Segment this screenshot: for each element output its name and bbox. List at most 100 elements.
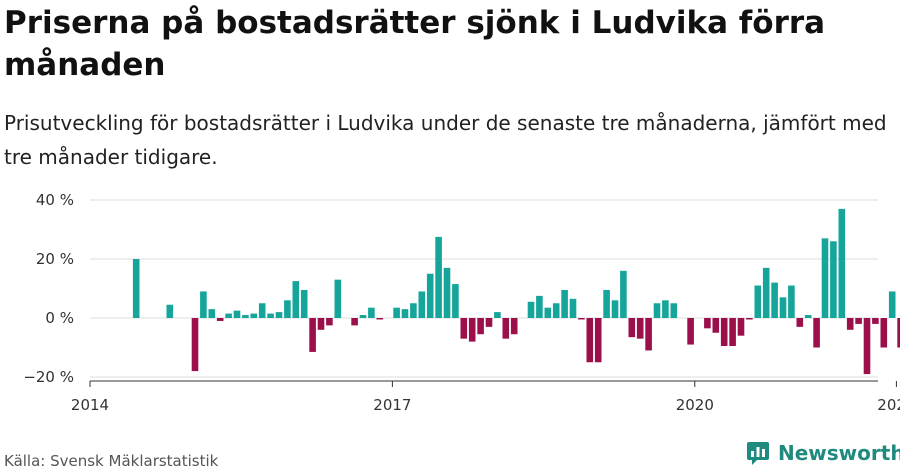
bar [645,318,652,351]
brand-name: Newsworthy [778,441,900,465]
bar [578,318,585,320]
bar [208,309,216,318]
bar [586,318,594,363]
bar [746,318,753,320]
bar [359,315,367,318]
bar [468,318,476,342]
bar-chart: −20 %0 %20 %40 %2014201720202022−5 % [23,191,900,414]
bar [284,300,291,318]
bar [166,304,174,318]
bar [527,301,535,318]
bar [796,318,804,327]
bar [821,238,829,318]
bar [754,285,762,318]
bar [443,267,451,318]
bar [452,284,459,318]
bar [426,273,434,318]
bar [653,303,661,318]
bar [510,318,518,335]
bar [888,291,896,318]
bar [561,289,568,318]
bar [250,313,258,318]
bar [712,318,720,333]
y-tick-label: 0 % [45,309,74,327]
bar [258,303,266,318]
bar [292,281,300,318]
bar [300,289,308,318]
bar [846,318,854,330]
bar [603,289,610,318]
bar [225,313,232,318]
bar [830,241,837,318]
bar [233,310,241,318]
bar [393,307,400,318]
y-tick-label: 40 % [36,191,74,209]
bar [477,318,484,335]
bar [804,315,812,318]
bar [813,318,820,348]
bar [191,318,199,372]
bar [771,282,778,318]
bar [687,318,694,345]
bar [326,318,333,326]
source-note: Källa: Svensk Mäklarstatistik [4,452,219,470]
bar [216,318,224,321]
bar [628,318,636,338]
bars [132,208,900,375]
bar [620,270,627,318]
x-tick-label: 2014 [71,396,109,414]
bar [460,318,468,339]
bar [788,285,795,318]
chart-title: Priserna på bostadsrätter sjönk i Ludvik… [4,5,826,83]
bar [267,313,274,318]
bar [720,318,728,347]
x-axis [89,380,897,387]
x-tick-label: 2020 [676,396,714,414]
bar [494,312,501,318]
bar [418,291,426,318]
bar [410,303,417,318]
bar [200,291,207,318]
bar [838,208,846,318]
bar [536,295,543,318]
bar [872,318,879,324]
bar [729,318,736,347]
bar [435,236,442,318]
bar [368,307,375,318]
newsworthy-logo-icon [747,442,769,465]
bar [636,318,644,339]
bar [351,318,358,326]
bar [863,318,871,375]
bar [611,300,619,318]
bar [670,303,678,318]
bar [502,318,510,339]
bar [762,267,770,318]
bar [897,318,900,348]
bar [132,259,140,318]
bar [309,318,316,352]
bar [334,279,342,318]
bar [662,300,669,318]
bar [275,312,283,318]
bar [317,318,325,330]
bar [880,318,888,348]
bar [855,318,862,324]
tick-labels: −20 %0 %20 %40 %2014201720202022−5 % [23,191,900,414]
bar [242,315,249,318]
brand-logo: Newsworthy [746,440,900,466]
bar [779,297,787,318]
bar [544,307,552,318]
chart-subtitle: Prisutveckling för bostadsrätter i Ludvi… [4,111,887,169]
bar [401,309,409,318]
bar [594,318,602,363]
y-tick-label: −20 % [23,368,74,386]
bar [737,318,745,336]
y-tick-label: 20 % [36,250,74,268]
bar [552,303,560,318]
bar [569,298,577,318]
bar [485,318,493,327]
bar [376,318,384,320]
bar [704,318,711,329]
x-tick-label: 2022 [877,396,900,414]
x-tick-label: 2017 [373,396,411,414]
